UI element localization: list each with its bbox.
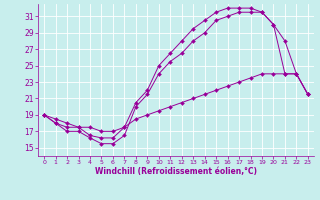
X-axis label: Windchill (Refroidissement éolien,°C): Windchill (Refroidissement éolien,°C)	[95, 167, 257, 176]
